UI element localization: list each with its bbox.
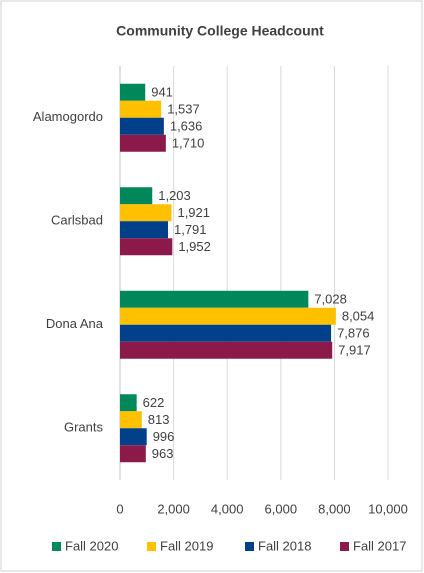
legend-label: Fall 2018 (258, 538, 311, 553)
legend-label: Fall 2020 (65, 538, 118, 553)
value-label: 1,710 (172, 136, 205, 151)
bar (120, 204, 172, 222)
value-label: 1,203 (158, 188, 191, 203)
x-tick-label: 6,000 (265, 501, 298, 516)
bar (120, 83, 146, 101)
value-label: 1,921 (177, 205, 210, 220)
bar (120, 100, 162, 118)
value-label: 622 (143, 395, 165, 410)
bar (120, 394, 137, 412)
value-label: 7,917 (338, 343, 371, 358)
value-label: 941 (151, 85, 173, 100)
bar (120, 324, 332, 342)
value-label: 1,952 (178, 239, 211, 254)
bar (120, 187, 153, 205)
bar (120, 290, 309, 308)
value-label: 963 (152, 446, 174, 461)
legend-swatch (147, 542, 156, 551)
legend-label: Fall 2019 (160, 538, 213, 553)
value-label: 7,876 (337, 326, 370, 341)
y-tick-label: Alamogordo (33, 109, 103, 124)
value-label: 1,537 (167, 102, 200, 117)
chart-title: Community College Headcount (116, 23, 324, 39)
bar (120, 117, 164, 135)
bar (120, 411, 142, 429)
bar (120, 307, 336, 325)
x-tick-label: 2,000 (157, 501, 190, 516)
y-tick-label: Grants (64, 420, 104, 435)
bar (120, 134, 166, 152)
value-label: 1,791 (174, 222, 207, 237)
x-tick-label: 0 (116, 501, 123, 516)
legend-swatch (245, 542, 254, 551)
bar (120, 221, 168, 239)
y-tick-label: Carlsbad (51, 213, 103, 228)
y-tick-label: Dona Ana (46, 316, 104, 331)
bar (120, 341, 333, 359)
value-label: 996 (153, 429, 175, 444)
bar (120, 428, 147, 446)
legend-swatch (52, 542, 61, 551)
value-label: 1,636 (170, 119, 203, 134)
legend-swatch (340, 542, 349, 551)
value-label: 813 (148, 412, 170, 427)
x-tick-label: 10,000 (368, 501, 408, 516)
x-tick-label: 4,000 (211, 501, 244, 516)
value-label: 8,054 (342, 309, 375, 324)
x-tick-label: 8,000 (318, 501, 351, 516)
bar (120, 238, 173, 256)
bar (120, 445, 146, 463)
value-label: 7,028 (314, 292, 347, 307)
legend-label: Fall 2017 (353, 538, 406, 553)
